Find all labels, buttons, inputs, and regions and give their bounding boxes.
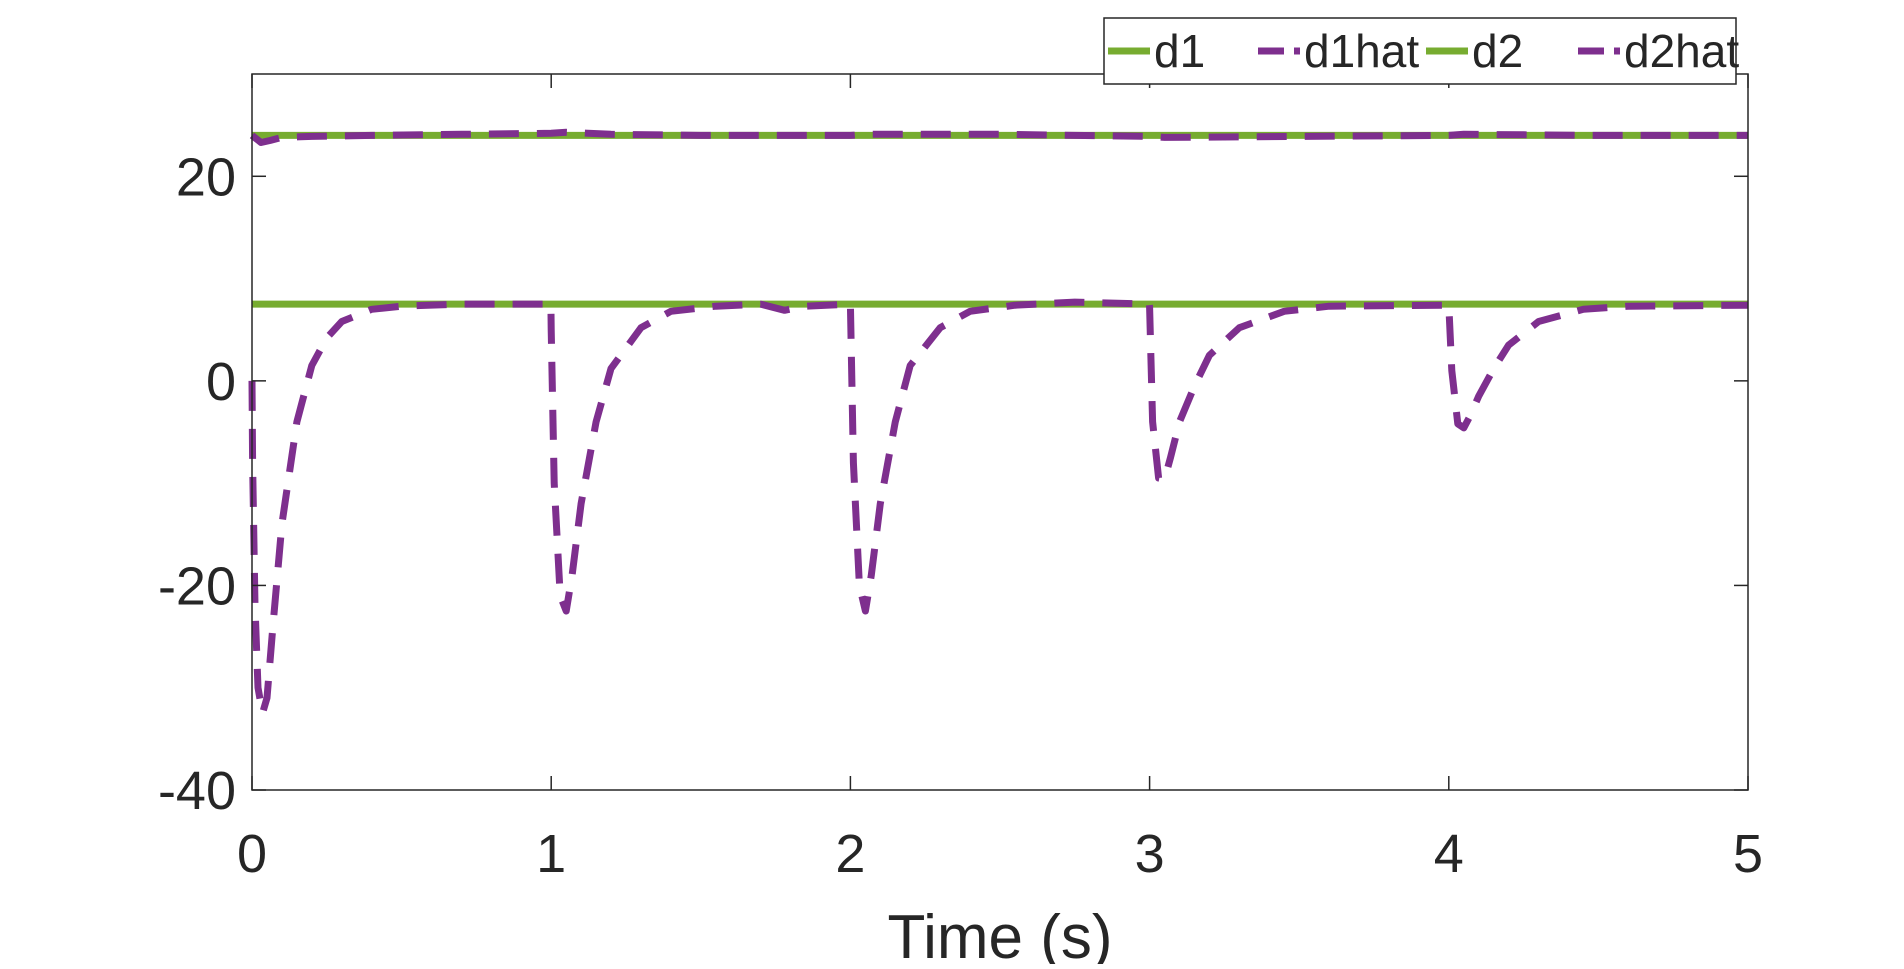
x-tick-label: 1 (536, 824, 566, 884)
x-tick-label: 5 (1733, 824, 1763, 884)
legend-label-d1: d1 (1154, 25, 1205, 77)
series-line-d1hat (249, 128, 1748, 146)
x-tick-label: 2 (835, 824, 865, 884)
y-tick-label: -20 (158, 556, 236, 616)
legend-box (1103, 17, 1737, 85)
plot-frame (251, 73, 1749, 791)
x-tick-label: 3 (1135, 824, 1165, 884)
x-tick-label: 4 (1434, 824, 1464, 884)
y-tick-label: 20 (176, 147, 236, 207)
legend-label-d1hat: d1hat (1304, 25, 1419, 77)
x-tick-label: 0 (237, 824, 267, 884)
y-tick-label: -40 (158, 761, 236, 821)
plot-area (252, 74, 1748, 790)
legend-label-d2: d2 (1472, 25, 1523, 77)
y-tick-label: 0 (206, 352, 236, 412)
series-layer (248, 128, 1749, 717)
x-ticks: 0 1 2 3 4 5 (237, 74, 1763, 884)
legend: d1 d1hat d2 d2hat (1103, 17, 1739, 85)
x-axis-title: Time (s) (888, 903, 1113, 964)
series-line-d2hat (248, 298, 1749, 717)
legend-label-d2hat: d2hat (1624, 25, 1739, 77)
y-ticks: -40 -20 0 20 (158, 147, 1748, 821)
